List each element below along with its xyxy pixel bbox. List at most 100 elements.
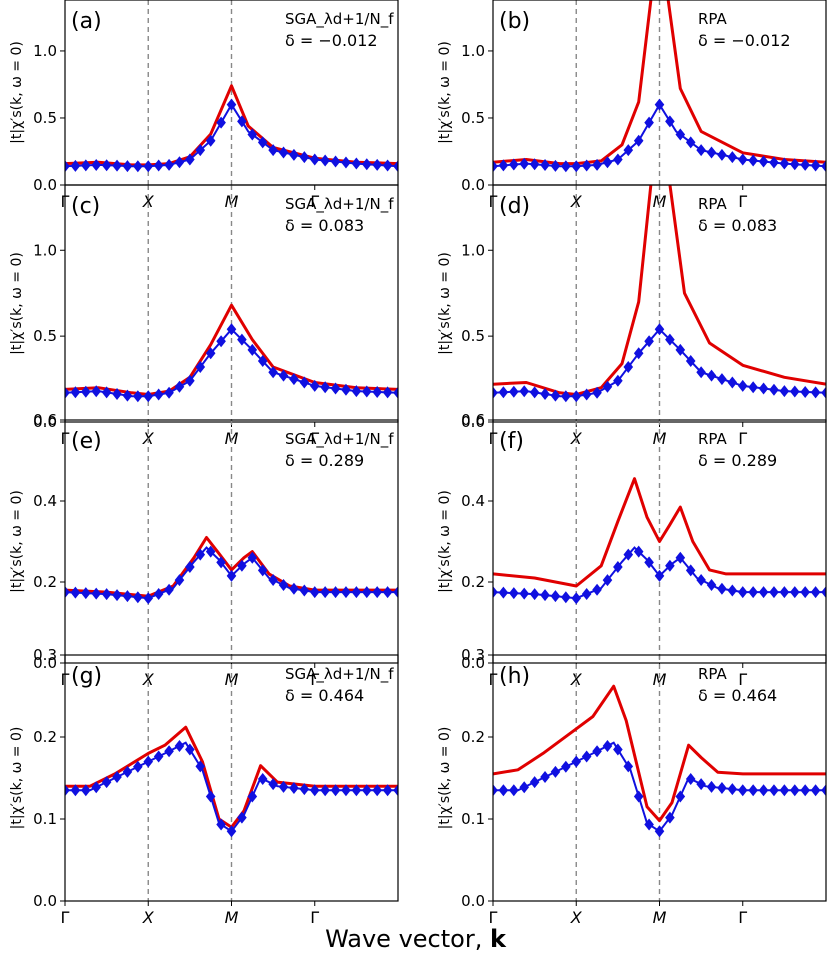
blue-marker	[341, 784, 351, 797]
blue-marker	[706, 780, 717, 793]
blue-marker	[257, 773, 268, 786]
delta-label: δ = 0.289	[698, 451, 777, 470]
blue-marker	[330, 155, 341, 168]
y-tick-label: 0.0	[33, 176, 57, 194]
panel-letter: (b)	[499, 9, 530, 34]
blue-marker	[571, 755, 582, 768]
blue-marker	[247, 551, 258, 564]
red-curve	[65, 725, 398, 829]
y-axis-label: |t|χ′s(k, ω = 0)	[9, 490, 25, 593]
blue-marker	[493, 160, 498, 173]
blue-marker	[320, 381, 330, 394]
y-tick-label: 1.0	[33, 42, 57, 60]
panel-h: 0.0 0.1 0.2 0.3 Γ X M Γ |t|χ′s(k, ω = 0) (h) RPA δ …	[437, 646, 827, 927]
x-tick-label: X	[570, 192, 583, 211]
blue-marker	[185, 743, 195, 756]
blue-marker	[122, 590, 133, 603]
blue-marker	[372, 385, 382, 398]
panel-letter: (d)	[499, 194, 530, 219]
x-tick-label: Γ	[738, 192, 747, 211]
y-tick-label: 0.1	[33, 810, 57, 828]
blue-marker	[613, 153, 623, 166]
blue-marker	[644, 335, 654, 348]
blue-marker	[143, 160, 154, 173]
blue-marker	[91, 385, 102, 398]
blue-marker	[633, 347, 644, 360]
blue-marker	[769, 586, 779, 599]
plot-area	[65, 725, 398, 838]
blue-marker	[644, 116, 654, 129]
blue-marker	[393, 386, 398, 399]
blue-marker	[748, 784, 758, 797]
blue-marker	[195, 361, 206, 374]
blue-marker	[133, 390, 143, 403]
blue-marker	[789, 586, 800, 599]
y-tick-label: 0.1	[461, 810, 485, 828]
blue-marker	[320, 154, 330, 167]
blue-marker	[361, 586, 372, 599]
blue-marker	[164, 745, 174, 758]
y-tick-label: 0.0	[33, 654, 57, 672]
blue-marker	[779, 586, 790, 599]
blue-marker	[309, 784, 320, 797]
y-tick-label: 1.0	[461, 241, 485, 259]
blue-marker	[237, 115, 247, 128]
blue-marker	[153, 587, 164, 600]
y-axis-label: |t|χ′s(k, ω = 0)	[437, 727, 453, 830]
panel-g: 0.0 0.1 0.2 0.3 Γ X M Γ |t|χ′s(k, ω = 0) (g) SGA_λ…	[9, 646, 399, 927]
y-tick-label: 0.2	[33, 728, 57, 746]
panel-letter: (c)	[71, 194, 100, 219]
blue-marker	[571, 390, 582, 403]
blue-marker	[289, 582, 299, 595]
blue-marker	[810, 386, 821, 399]
blue-marker	[685, 355, 696, 368]
blue-marker	[675, 128, 686, 141]
x-tick-label: Γ	[310, 670, 319, 689]
figure-xlabel-text: Wave vector,	[325, 925, 490, 953]
blue-marker	[341, 383, 351, 396]
blue-marker	[309, 586, 320, 599]
blue-marker	[800, 586, 810, 599]
blue-marker	[737, 586, 748, 599]
blue-marker	[717, 582, 727, 595]
blue-marker	[602, 574, 613, 587]
blue-marker	[727, 584, 738, 597]
blue-marker	[644, 556, 654, 569]
blue-marker	[613, 374, 623, 387]
blue-marker	[685, 773, 696, 786]
blue-marker	[529, 158, 540, 171]
blue-marker	[550, 590, 561, 603]
x-tick-label: Γ	[310, 192, 319, 211]
delta-label: δ = 0.083	[698, 216, 777, 235]
blue-marker	[810, 159, 821, 172]
method-label: RPA	[698, 195, 728, 213]
blue-marker	[717, 148, 727, 161]
x-tick-label: Γ	[738, 670, 747, 689]
blue-marker	[65, 386, 70, 399]
blue-marker	[789, 784, 800, 797]
blue-marker	[737, 379, 748, 392]
blue-marker	[800, 784, 810, 797]
blue-marker	[623, 548, 634, 561]
blue-marker	[278, 579, 289, 592]
blue-marker	[174, 574, 185, 587]
blue-marker	[289, 148, 299, 161]
x-tick-label: X	[570, 670, 583, 689]
blue-marker	[153, 159, 164, 172]
y-tick-label: 0.0	[461, 654, 485, 672]
y-axis-label: |t|χ′s(k, ω = 0)	[437, 490, 453, 593]
y-tick-label: 1.0	[461, 42, 485, 60]
blue-marker	[112, 159, 122, 172]
blue-marker	[748, 154, 758, 167]
blue-marker	[91, 587, 102, 600]
blue-marker	[153, 750, 164, 763]
blue-marker	[351, 157, 362, 170]
blue-marker	[237, 559, 247, 572]
blue-marker	[393, 784, 398, 797]
blue-marker	[268, 366, 278, 379]
panel-d: 0.0 0.5 1.0 Γ X M Γ |t|χ′s(k, ω = 0) (d) RPA δ = 0…	[437, 184, 827, 448]
blue-marker	[571, 592, 582, 605]
delta-label: δ = 0.289	[285, 451, 364, 470]
blue-marker	[758, 784, 769, 797]
blue-marker	[821, 386, 826, 399]
